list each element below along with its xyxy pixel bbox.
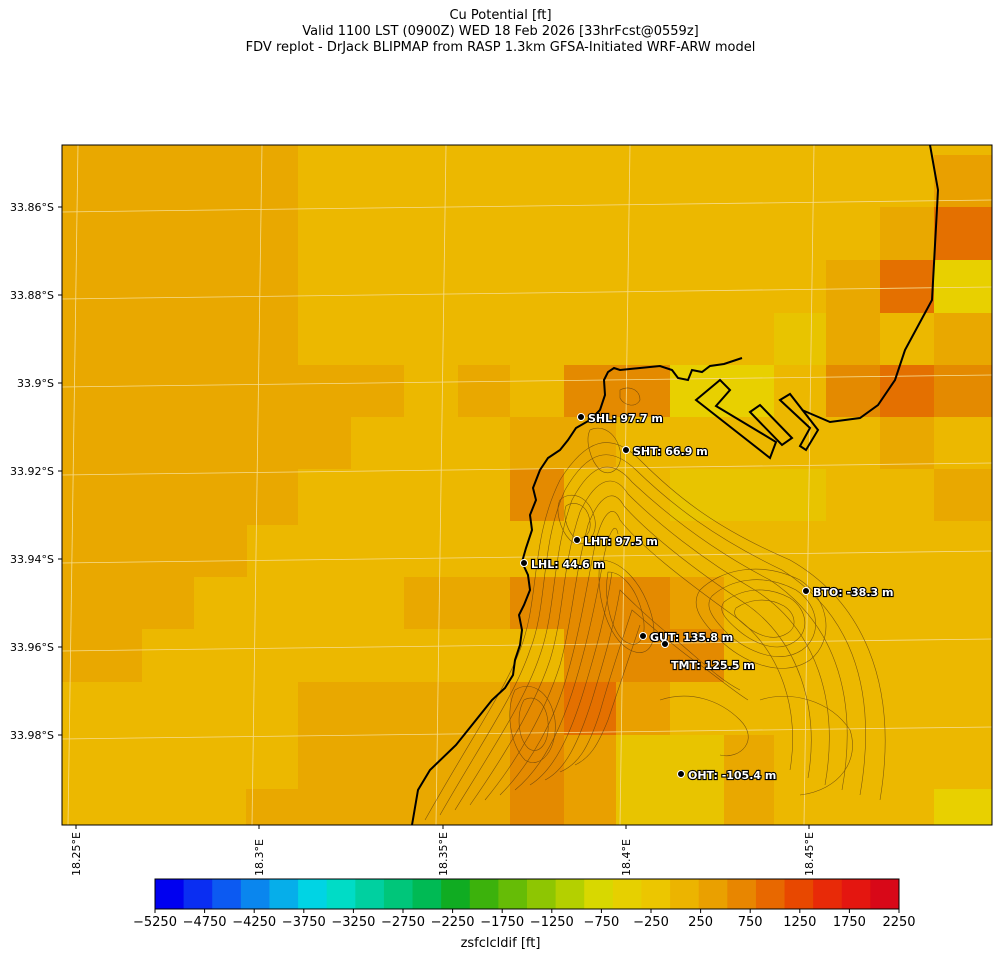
harbour-breakwaters	[694, 378, 820, 460]
colorbar-swatch	[727, 879, 757, 909]
station-label-oht: OHT: -105.4 m	[688, 769, 776, 782]
lat-tick-label: 33.92°S	[10, 465, 54, 478]
colorbar-swatch	[240, 879, 270, 909]
map-plot-area: SHL: 97.7 m SHT: 66.9 m LHT: 97.5 m LHL: 44…	[62, 145, 992, 825]
station-marker-gut	[639, 632, 647, 640]
colorbar-swatch	[498, 879, 528, 909]
colorbar-swatch	[755, 879, 786, 909]
station-marker-oht	[677, 770, 685, 778]
colorbar-swatch	[183, 879, 213, 909]
title-line-2: Valid 1100 LST (0900Z) WED 18 Feb 2026 […	[302, 24, 699, 39]
tick-marks	[58, 206, 810, 829]
colorbar-tick-label: −3750	[281, 915, 326, 930]
colorbar-swatch	[269, 879, 299, 909]
station-markers: SHL: 97.7 m SHT: 66.9 m LHT: 97.5 m LHL: 44…	[520, 411, 895, 783]
station-marker-sht	[622, 446, 630, 454]
station-marker-tmt	[661, 640, 669, 648]
colorbar-swatch	[355, 879, 385, 909]
colorbar-tick-label: −2750	[381, 915, 425, 930]
colorbar-swatch	[155, 879, 185, 909]
colorbar-swatch	[412, 879, 442, 909]
station-marker-lhl	[520, 559, 528, 567]
colorbar-tick-label: 250	[688, 915, 713, 930]
station-marker-bto	[802, 587, 810, 595]
map-frame	[61, 144, 993, 826]
colorbar-swatch	[469, 879, 499, 909]
lon-tick-label: 18.4°E	[620, 839, 633, 876]
colorbar-swatch	[870, 879, 900, 909]
colorbar-swatch	[813, 879, 843, 909]
colorbar-frame	[154, 878, 900, 910]
colorbar-tick-label: −5250	[133, 915, 177, 930]
lon-tick-label: 18.35°E	[437, 832, 450, 876]
colorbar-swatch	[555, 879, 585, 909]
lon-tick-label: 18.3°E	[253, 839, 266, 876]
lat-tick-label: 33.96°S	[10, 641, 54, 654]
coastline	[411, 357, 743, 825]
station-label-tmt: TMT: 125.5 m	[671, 659, 755, 672]
colorbar-swatch	[441, 879, 471, 909]
lon-tick-label: 18.45°E	[803, 832, 816, 876]
lon-tick-label: 18.25°E	[70, 832, 83, 876]
title-line-1: Cu Potential [ft]	[449, 8, 552, 23]
lat-tick-label: 33.9°S	[17, 377, 54, 390]
colorbar-swatch	[641, 879, 671, 909]
colorbar-swatch	[784, 879, 814, 909]
station-label-shl: SHL: 97.7 m	[588, 412, 663, 425]
colorbar-swatch	[527, 879, 557, 909]
colorbar-tick-label: −4250	[232, 915, 277, 930]
colorbar-tick-label: 2250	[882, 915, 916, 930]
station-label-lhl: LHL: 44.6 m	[531, 558, 605, 571]
colorbar	[154, 878, 900, 913]
graticule	[62, 145, 992, 825]
colorbar-tick-label: −250	[633, 915, 669, 930]
lat-tick-label: 33.98°S	[10, 729, 54, 742]
colorbar-swatch	[698, 879, 728, 909]
colorbar-tick-label: −750	[583, 915, 620, 930]
coastline-east	[801, 145, 940, 424]
colorbar-swatch	[841, 879, 871, 909]
colorbar-tick-label: −4750	[182, 915, 227, 930]
colorbar-tick-label: −1250	[529, 915, 574, 930]
station-label-gut: GUT: 135.8 m	[650, 631, 733, 644]
colorbar-tick-label: 750	[737, 915, 763, 930]
colorbar-swatch	[670, 879, 700, 909]
lat-tick-label: 33.94°S	[10, 553, 54, 566]
station-label-lht: LHT: 97.5 m	[584, 535, 658, 548]
colorbar-tick-label: −3250	[331, 915, 376, 930]
station-label-bto: BTO: -38.3 m	[813, 586, 893, 599]
colorbar-tick-label: −1750	[480, 915, 525, 930]
colorbar-swatch	[298, 879, 328, 909]
title-line-3: FDV replot - DrJack BLIPMAP from RASP 1.…	[245, 40, 756, 55]
colorbar-swatch	[212, 879, 242, 909]
lat-tick-label: 33.86°S	[10, 201, 54, 214]
colorbar-title: zsfclcldif [ft]	[460, 936, 541, 951]
colorbar-tick-label: −2250	[430, 915, 475, 930]
colorbar-swatch	[383, 879, 414, 909]
station-marker-lht	[573, 536, 581, 544]
colorbar-swatch	[584, 879, 614, 909]
colorbar-swatch	[612, 879, 642, 909]
colorbar-swatch	[326, 879, 356, 909]
station-label-sht: SHT: 66.9 m	[633, 445, 708, 458]
lat-tick-label: 33.88°S	[10, 289, 54, 302]
colorbar-tick-label: 1750	[832, 915, 866, 930]
colorbar-tick-label: 1250	[783, 915, 817, 930]
station-marker-shl	[577, 413, 585, 421]
